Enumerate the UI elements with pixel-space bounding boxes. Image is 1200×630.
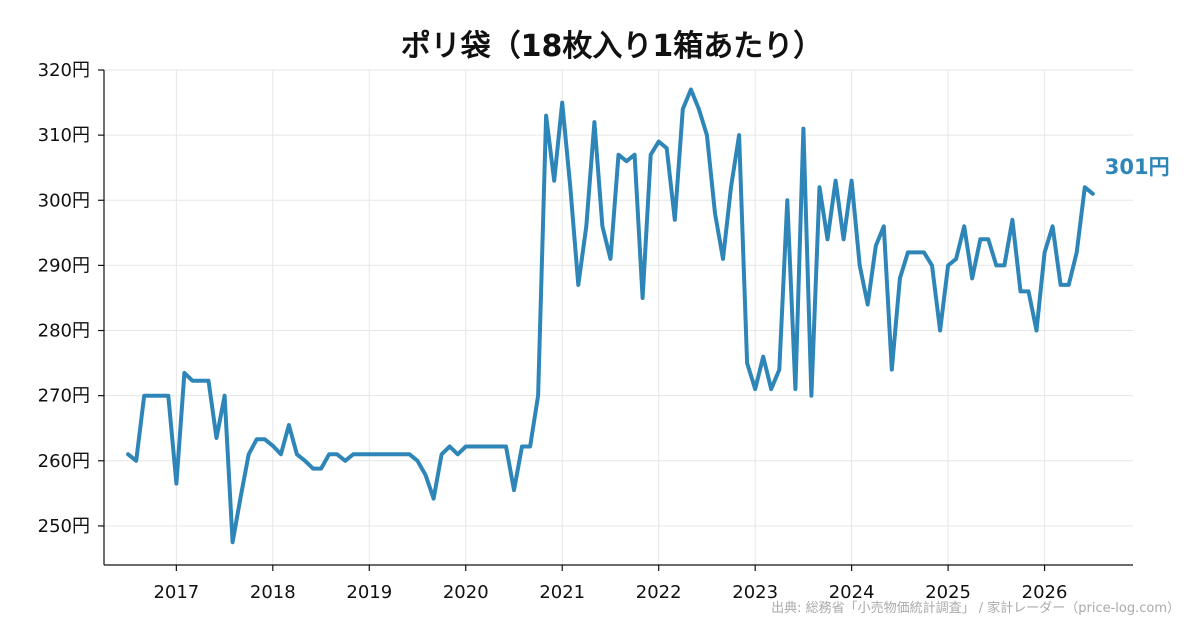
x-tick-label: 2020 [443, 582, 489, 603]
y-tick-label: 250円 [38, 516, 90, 537]
last-value-label: 301円 [1105, 155, 1170, 179]
y-tick-label: 300円 [38, 190, 90, 211]
labels: 250円 260円 270円 280円 290円 300円 310円 320円 2017 2018… [38, 60, 1170, 603]
series-layer [126, 87, 1095, 545]
source-credit: 出典: 総務省「小売物価統計調査」 / 家計レーダー（price-log.com… [771, 600, 1180, 616]
y-tick-label: 260円 [38, 451, 90, 472]
y-tick-label: 320円 [38, 60, 90, 81]
chart-title: ポリ袋（18枚入り1箱あたり） [401, 29, 824, 64]
x-tick-label: 2018 [250, 582, 296, 603]
x-tick-label: 2023 [732, 582, 778, 603]
x-tick-label: 2024 [829, 582, 875, 603]
y-tick-label: 290円 [38, 255, 90, 276]
x-tick-label: 2019 [346, 582, 392, 603]
x-tick-label: 2026 [1022, 582, 1068, 603]
y-tick-label: 270円 [38, 386, 90, 407]
axes [98, 69, 1133, 571]
x-tick-label: 2025 [925, 582, 971, 603]
y-tick-label: 310円 [38, 125, 90, 146]
y-tick-label: 280円 [38, 321, 90, 342]
x-tick-label: 2021 [539, 582, 585, 603]
x-tick-label: 2022 [636, 582, 682, 603]
price-series-line [126, 87, 1095, 545]
grid-lines [104, 69, 1133, 565]
x-tick-label: 2017 [153, 582, 199, 603]
